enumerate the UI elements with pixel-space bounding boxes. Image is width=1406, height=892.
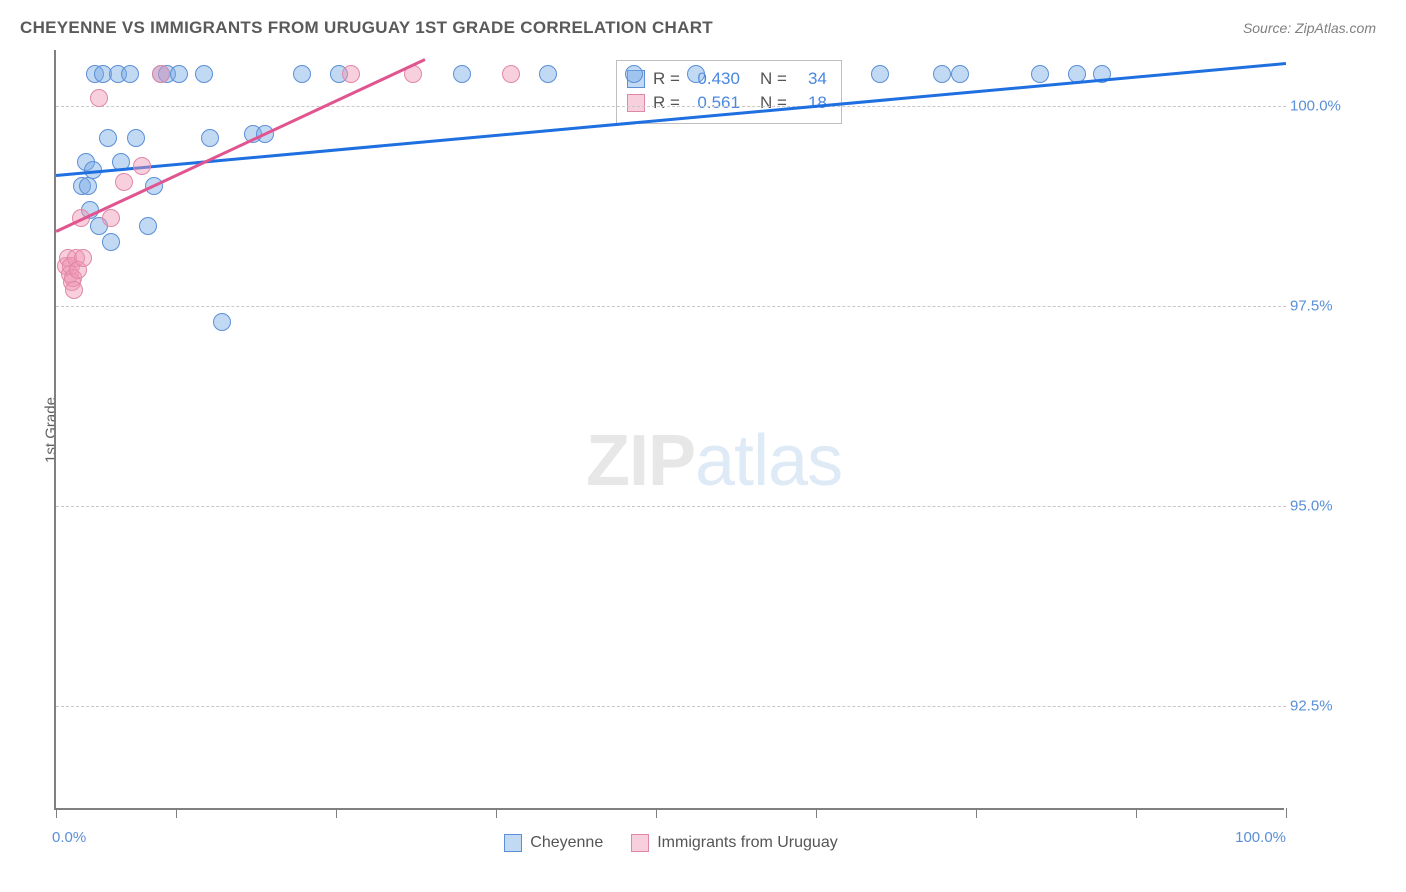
data-point	[79, 177, 97, 195]
grid-line	[56, 506, 1286, 507]
stat-n-value: 18	[795, 93, 827, 113]
data-point	[293, 65, 311, 83]
data-point	[102, 233, 120, 251]
plot-area: ZIPatlas R =0.430N =34R =0.561N =18 Chey…	[54, 50, 1284, 810]
data-point	[213, 313, 231, 331]
stat-r-label: R =	[653, 93, 680, 113]
data-point	[871, 65, 889, 83]
legend-item: Cheyenne	[504, 834, 603, 852]
stat-swatch	[627, 94, 645, 112]
legend-label: Immigrants from Uruguay	[657, 834, 838, 852]
chart-source: Source: ZipAtlas.com	[1243, 20, 1376, 36]
x-tick	[1136, 808, 1137, 818]
y-tick-label: 95.0%	[1290, 498, 1380, 515]
y-tick-label: 92.5%	[1290, 698, 1380, 715]
data-point	[99, 129, 117, 147]
x-tick	[336, 808, 337, 818]
stat-n-value: 34	[795, 69, 827, 89]
data-point	[951, 65, 969, 83]
data-point	[121, 65, 139, 83]
x-tick-label: 0.0%	[52, 829, 86, 846]
stat-r-label: R =	[653, 69, 680, 89]
stat-row: R =0.430N =34	[627, 67, 827, 91]
chart-header: CHEYENNE VS IMMIGRANTS FROM URUGUAY 1ST …	[0, 0, 1406, 48]
data-point	[170, 65, 188, 83]
data-point	[453, 65, 471, 83]
legend-swatch	[504, 834, 522, 852]
data-point	[201, 129, 219, 147]
data-point	[152, 65, 170, 83]
watermark-atlas: atlas	[695, 421, 842, 501]
stat-n-label: N =	[760, 69, 787, 89]
bottom-legend: Cheyenne Immigrants from Uruguay	[56, 834, 1286, 852]
data-point	[115, 173, 133, 191]
x-tick	[1286, 808, 1287, 818]
legend-item: Immigrants from Uruguay	[631, 834, 838, 852]
x-tick	[496, 808, 497, 818]
stat-row: R =0.561N =18	[627, 91, 827, 115]
x-tick	[56, 808, 57, 818]
grid-line	[56, 106, 1286, 107]
y-tick-label: 100.0%	[1290, 98, 1380, 115]
legend-swatch	[631, 834, 649, 852]
x-tick	[816, 808, 817, 818]
data-point	[933, 65, 951, 83]
data-point	[127, 129, 145, 147]
data-point	[139, 217, 157, 235]
stat-r-value: 0.561	[688, 93, 740, 113]
data-point	[539, 65, 557, 83]
data-point	[90, 89, 108, 107]
x-tick	[976, 808, 977, 818]
chart-container: 1st Grade ZIPatlas R =0.430N =34R =0.561…	[54, 50, 1384, 810]
chart-title: CHEYENNE VS IMMIGRANTS FROM URUGUAY 1ST …	[20, 18, 713, 38]
data-point	[102, 209, 120, 227]
y-tick-label: 97.5%	[1290, 298, 1380, 315]
legend-label: Cheyenne	[530, 834, 603, 852]
data-point	[342, 65, 360, 83]
x-tick-label: 100.0%	[1235, 829, 1286, 846]
x-tick	[176, 808, 177, 818]
data-point	[195, 65, 213, 83]
watermark-zip: ZIP	[586, 421, 695, 501]
watermark: ZIPatlas	[586, 420, 842, 502]
data-point	[65, 281, 83, 299]
data-point	[133, 157, 151, 175]
data-point	[74, 249, 92, 267]
data-point	[502, 65, 520, 83]
data-point	[625, 65, 643, 83]
grid-line	[56, 706, 1286, 707]
x-tick	[656, 808, 657, 818]
data-point	[687, 65, 705, 83]
grid-line	[56, 306, 1286, 307]
data-point	[1031, 65, 1049, 83]
